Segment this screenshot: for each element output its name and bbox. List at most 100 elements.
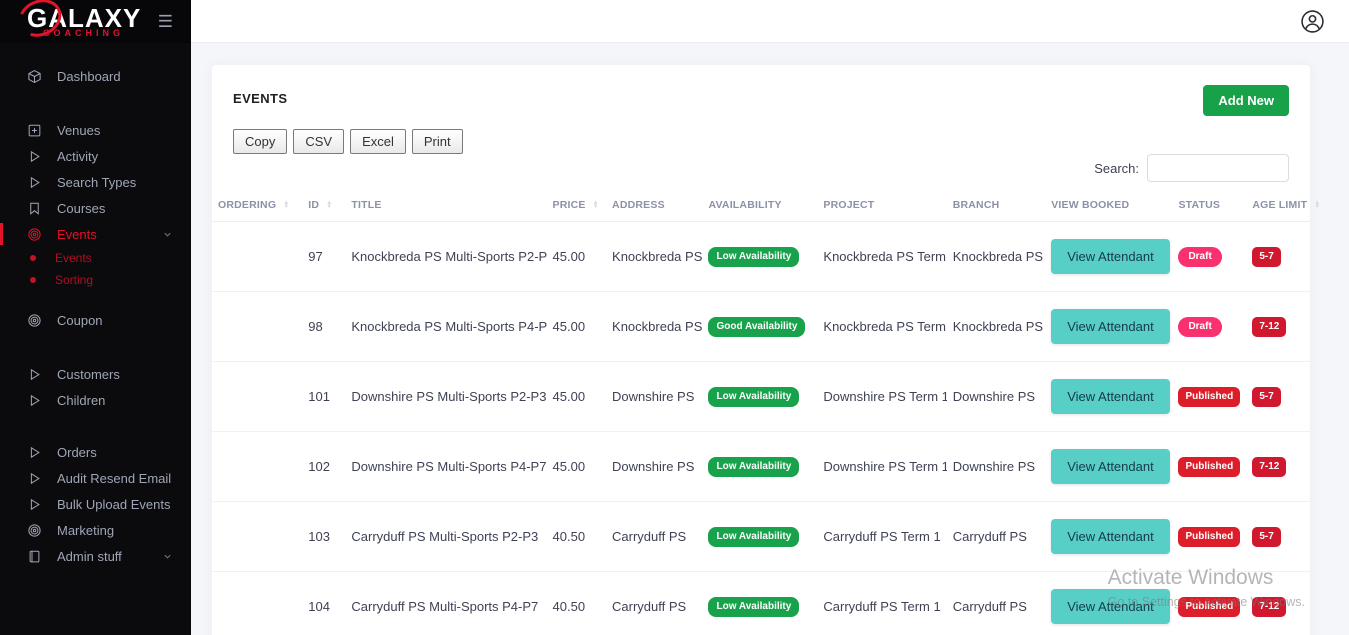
sidebar-item-children[interactable]: Children — [0, 387, 191, 413]
cell-address: Knockbreda PS — [606, 221, 703, 292]
status-badge: Published — [1178, 596, 1241, 617]
cell-title: Knockbreda PS Multi-Sports P2-P3 — [345, 221, 547, 292]
sidebar-item-dashboard[interactable]: Dashboard — [0, 63, 191, 89]
square-plus-icon — [27, 123, 42, 138]
cell-availability: Low Availability — [702, 361, 818, 432]
cell-status: Draft — [1172, 291, 1247, 362]
column-header-availability[interactable]: AVAILABILITY — [702, 189, 818, 222]
sidebar-item-activity[interactable]: Activity — [0, 143, 191, 169]
cell-price: 40.50 — [546, 501, 607, 572]
cell-view-booked: View Attendant — [1045, 361, 1173, 432]
play-icon — [27, 367, 42, 382]
cell-status: Published — [1172, 431, 1247, 502]
topbar — [191, 0, 1349, 43]
cell-ordering — [212, 361, 303, 432]
cell-availability: Good Availability — [702, 291, 818, 362]
cell-project: Knockbreda PS Term 1 — [817, 221, 947, 292]
status-badge: Published — [1178, 526, 1241, 547]
sidebar-item-label: Audit Resend Email — [57, 470, 172, 486]
search-bar: Search: — [212, 154, 1310, 182]
sidebar-subitem-sorting[interactable]: Sorting — [0, 269, 191, 291]
add-new-button[interactable]: Add New — [1203, 85, 1289, 116]
table-row: 104 Carryduff PS Multi-Sports P4-P7 40.5… — [212, 571, 1310, 635]
column-header-id[interactable]: ID ▲ ▼ — [302, 189, 346, 222]
column-header-view-booked[interactable]: VIEW BOOKED — [1045, 189, 1173, 222]
cell-id: 103 — [302, 501, 346, 572]
view-attendant-button[interactable]: View Attendant — [1051, 449, 1170, 484]
sidebar-item-customers[interactable]: Customers — [0, 361, 191, 387]
cell-id: 104 — [302, 571, 346, 635]
column-header-ordering[interactable]: ORDERING ▲ ▼ — [212, 189, 303, 222]
column-header-branch[interactable]: BRANCH — [946, 189, 1046, 222]
sidebar-item-courses[interactable]: Courses — [0, 195, 191, 221]
cell-availability: Low Availability — [702, 431, 818, 502]
table-row: 103 Carryduff PS Multi-Sports P2-P3 40.5… — [212, 501, 1310, 572]
view-attendant-button[interactable]: View Attendant — [1051, 239, 1170, 274]
cell-age-limit: 5-7 — [1246, 501, 1310, 572]
cell-view-booked: View Attendant — [1045, 571, 1173, 635]
copy-button[interactable]: Copy — [233, 129, 288, 154]
sidebar-item-venues[interactable]: Venues — [0, 117, 191, 143]
bookmark-icon — [27, 201, 42, 216]
sidebar-item-admin-stuff[interactable]: Admin stuff — [0, 543, 191, 569]
cell-project: Carryduff PS Term 1 — [817, 571, 947, 635]
cell-status: Published — [1172, 571, 1247, 635]
user-account-icon[interactable] — [1300, 9, 1325, 34]
cell-address: Carryduff PS — [606, 501, 703, 572]
age-limit-badge: 5-7 — [1252, 526, 1281, 547]
print-button[interactable]: Print — [411, 129, 463, 154]
play-icon — [27, 149, 42, 164]
cell-branch: Downshire PS — [946, 431, 1046, 502]
column-header-address[interactable]: ADDRESS — [606, 189, 703, 222]
column-header-title[interactable]: TITLE — [345, 189, 547, 222]
sidebar-item-label: Events — [57, 226, 97, 242]
play-icon — [27, 471, 42, 486]
sidebar-item-events[interactable]: Events — [0, 221, 191, 247]
hamburger-menu-icon[interactable]: ☰ — [157, 11, 173, 31]
cell-price: 40.50 — [546, 571, 607, 635]
sidebar-item-marketing[interactable]: Marketing — [0, 517, 191, 543]
sidebar-item-label: Venues — [57, 122, 101, 138]
sidebar-subitem-label: Events — [55, 251, 92, 265]
table-row: 98 Knockbreda PS Multi-Sports P4-P7 45.0… — [212, 291, 1310, 362]
logo[interactable]: GALAXY COACHING ☰ — [0, 0, 191, 43]
sidebar-item-label: Dashboard — [57, 68, 121, 84]
csv-button[interactable]: CSV — [293, 129, 345, 154]
view-attendant-button[interactable]: View Attendant — [1051, 309, 1170, 344]
view-attendant-button[interactable]: View Attendant — [1051, 589, 1170, 624]
sidebar-item-coupon[interactable]: Coupon — [0, 307, 191, 333]
view-attendant-button[interactable]: View Attendant — [1051, 519, 1170, 554]
availability-badge: Low Availability — [708, 596, 800, 617]
logo-wrap: GALAXY COACHING — [12, 0, 141, 43]
sidebar-item-orders[interactable]: Orders — [0, 439, 191, 465]
sidebar-item-label: Admin stuff — [57, 548, 122, 564]
cell-address: Carryduff PS — [606, 571, 703, 635]
cell-view-booked: View Attendant — [1045, 431, 1173, 502]
availability-badge: Good Availability — [708, 316, 806, 337]
sidebar-item-bulk-upload-events[interactable]: Bulk Upload Events — [0, 491, 191, 517]
cell-price: 45.00 — [546, 431, 607, 502]
column-header-age-limit[interactable]: AGE LIMIT ▲ ▼ — [1246, 189, 1320, 222]
sidebar-subitem-label: Sorting — [55, 273, 94, 287]
cell-address: Downshire PS — [606, 431, 703, 502]
column-header-price[interactable]: PRICE ▲ ▼ — [546, 189, 607, 222]
excel-button[interactable]: Excel — [350, 129, 406, 154]
sidebar-item-label: Bulk Upload Events — [57, 496, 171, 512]
cell-age-limit: 7-12 — [1246, 571, 1310, 635]
play-icon — [27, 175, 42, 190]
column-header-status[interactable]: STATUS — [1172, 189, 1247, 222]
cell-price: 45.00 — [546, 291, 607, 362]
view-attendant-button[interactable]: View Attendant — [1051, 379, 1170, 414]
cell-branch: Carryduff PS — [946, 501, 1046, 572]
status-badge: Draft — [1178, 316, 1222, 337]
sidebar-item-search-types[interactable]: Search Types — [0, 169, 191, 195]
cell-id: 97 — [302, 221, 346, 292]
availability-badge: Low Availability — [708, 526, 800, 547]
availability-badge: Low Availability — [708, 246, 800, 267]
sidebar-subitem-events[interactable]: Events — [0, 247, 191, 269]
cell-status: Published — [1172, 501, 1247, 572]
sidebar-item-audit-resend-email[interactable]: Audit Resend Email — [0, 465, 191, 491]
bullet-dot-icon — [30, 255, 36, 261]
search-input[interactable] — [1147, 154, 1289, 182]
column-header-project[interactable]: PROJECT — [817, 189, 947, 222]
